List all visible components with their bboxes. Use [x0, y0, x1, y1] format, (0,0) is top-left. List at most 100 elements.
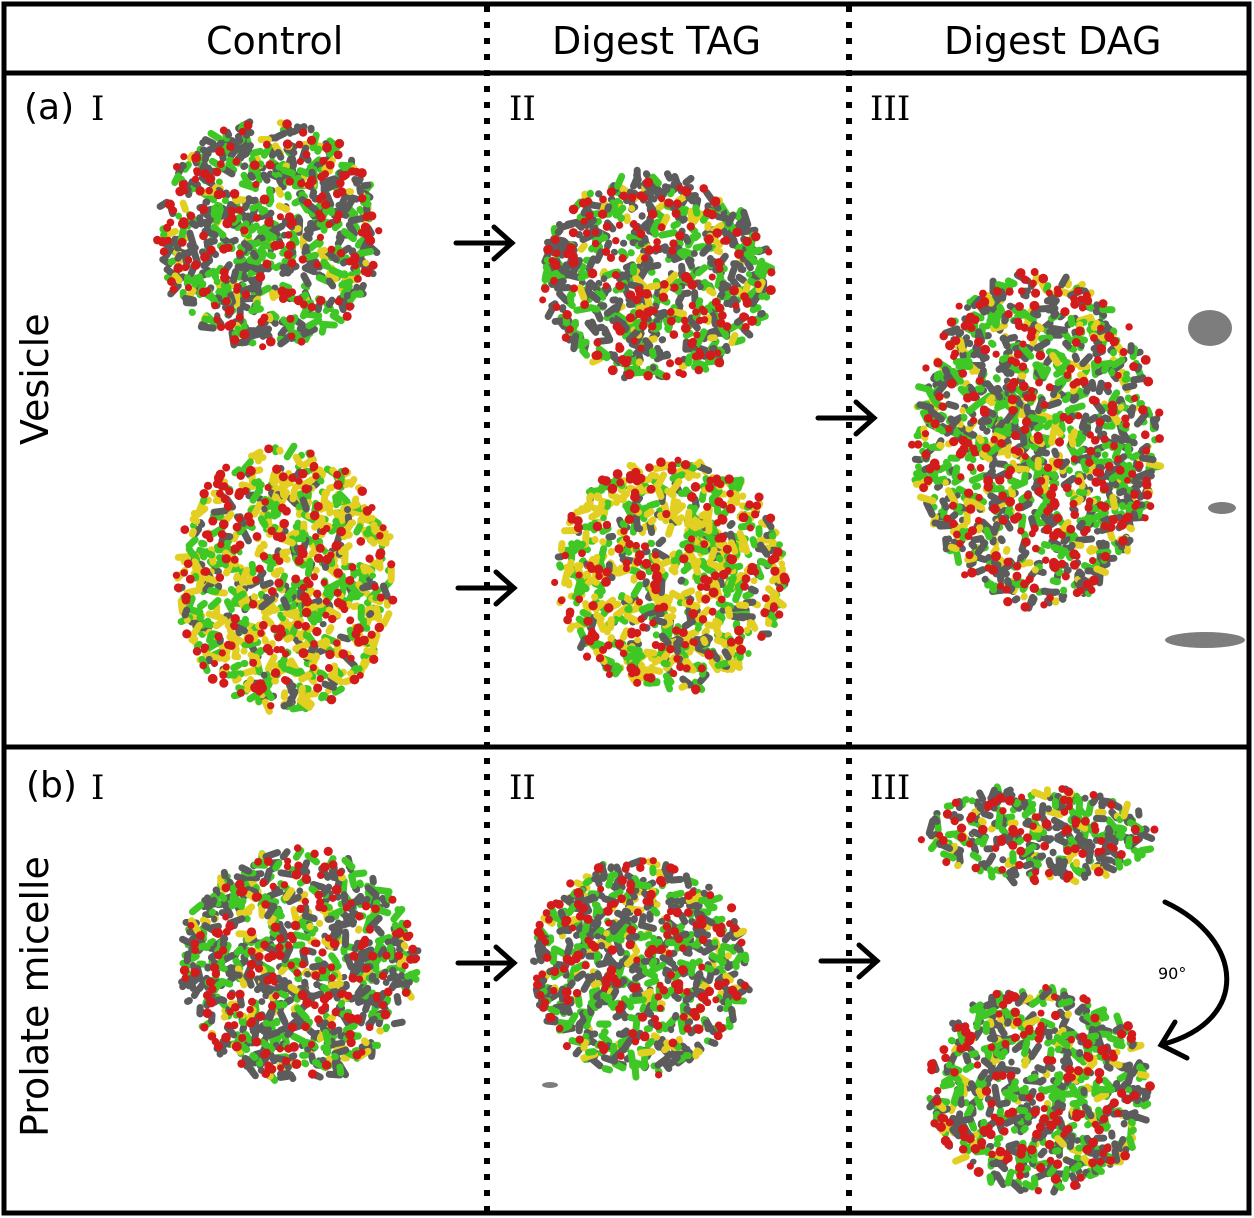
- headgroup-bead: [722, 544, 732, 554]
- lipid-bead: [325, 277, 337, 290]
- headgroup-bead: [637, 615, 646, 623]
- headgroup-bead: [708, 607, 717, 616]
- headgroup-bead: [172, 163, 181, 171]
- headgroup-bead: [724, 567, 732, 575]
- headgroup-bead: [623, 535, 631, 543]
- lipid-bead: [1020, 592, 1028, 601]
- headgroup-bead: [591, 351, 601, 360]
- lipid-bead: [251, 501, 263, 518]
- headgroup-bead: [167, 277, 176, 286]
- lipid-bead: [238, 146, 253, 158]
- headgroup-bead: [1131, 502, 1139, 511]
- lipid-bead: [356, 184, 364, 196]
- headgroup-bead: [1129, 362, 1139, 372]
- headgroup-bead: [628, 669, 636, 678]
- headgroup-bead: [224, 305, 235, 316]
- headgroup-bead: [739, 312, 749, 322]
- headgroup-bead: [265, 160, 275, 170]
- headgroup-bead: [633, 557, 643, 566]
- lipid-bead: [233, 572, 241, 582]
- headgroup-bead: [989, 503, 1000, 514]
- headgroup-bead: [646, 484, 656, 494]
- lipid-bead: [199, 146, 212, 158]
- headgroup-bead: [388, 595, 398, 605]
- lipid-bead: [299, 1051, 310, 1059]
- headgroup-bead: [649, 619, 657, 627]
- lipid-bead: [342, 195, 357, 213]
- headgroup-bead: [276, 213, 284, 221]
- headgroup-bead: [186, 211, 196, 221]
- lipid-bead: [234, 653, 242, 661]
- headgroup-bead: [712, 474, 722, 483]
- headgroup-bead: [310, 640, 318, 648]
- headgroup-bead: [264, 444, 274, 454]
- headgroup-bead: [278, 503, 287, 513]
- headgroup-bead: [602, 282, 610, 290]
- headgroup-bead: [305, 580, 314, 589]
- headgroup-bead: [295, 140, 304, 149]
- lipid-bead: [635, 358, 643, 367]
- lipid-bead: [992, 374, 1001, 383]
- lipid-bead: [324, 248, 340, 264]
- lipid-bead: [393, 993, 402, 1006]
- headgroup-bead: [321, 170, 330, 178]
- headgroup-bead: [1008, 406, 1018, 415]
- headgroup-bead: [669, 669, 678, 678]
- headgroup-bead: [328, 614, 337, 624]
- headgroup-bead: [262, 140, 271, 149]
- headgroup-bead: [662, 372, 671, 381]
- lipid-bead: [167, 257, 177, 266]
- headgroup-bead: [1010, 446, 1019, 454]
- headgroup-bead: [259, 552, 269, 561]
- headgroup-bead: [614, 544, 624, 554]
- headgroup-bead: [379, 524, 387, 532]
- headgroup-bead: [975, 376, 984, 385]
- headgroup-bead: [320, 578, 328, 587]
- headgroup-bead: [635, 473, 646, 484]
- headgroup-bead: [568, 251, 578, 262]
- lipid-bead: [327, 206, 336, 217]
- headgroup-bead: [729, 285, 739, 296]
- headgroup-bead: [1071, 338, 1081, 347]
- headgroup-bead: [297, 179, 306, 188]
- lipid-bead: [335, 201, 343, 209]
- lipid-bead: [300, 272, 312, 288]
- headgroup-bead: [285, 240, 296, 251]
- lipid-bead: [247, 452, 267, 461]
- lipid-bead: [317, 246, 329, 255]
- lipid-bead: [268, 222, 286, 236]
- lipid-bead: [340, 228, 357, 243]
- headgroup-bead: [184, 284, 193, 292]
- headgroup-bead: [1074, 326, 1085, 336]
- headgroup-bead: [1119, 347, 1128, 357]
- lipid-bead: [260, 171, 271, 184]
- headgroup-bead: [714, 497, 724, 507]
- headgroup-bead: [1091, 396, 1100, 406]
- headgroup-bead: [307, 302, 317, 312]
- lipid-bead: [277, 326, 289, 338]
- headgroup-bead: [324, 664, 333, 673]
- lipid-bead: [215, 288, 224, 297]
- headgroup-bead: [1100, 551, 1111, 562]
- headgroup-bead: [238, 127, 247, 136]
- lipid-bead: [248, 281, 261, 293]
- lipid-bead: [279, 263, 291, 271]
- headgroup-bead: [1029, 300, 1040, 311]
- headgroup-bead: [652, 551, 660, 559]
- headgroup-bead: [664, 198, 674, 208]
- headgroup-bead: [636, 229, 646, 239]
- lipid-bead: [262, 229, 278, 242]
- headgroup-bead: [1015, 268, 1026, 278]
- headgroup-bead: [587, 268, 598, 279]
- headgroup-bead: [322, 554, 332, 565]
- headgroup-bead: [287, 258, 297, 268]
- lipid-bead: [566, 291, 575, 305]
- headgroup-bead: [1128, 469, 1137, 479]
- headgroup-bead: [255, 272, 266, 282]
- headgroup-bead: [1104, 331, 1115, 342]
- headgroup-bead: [215, 469, 226, 480]
- headgroup-bead: [614, 639, 625, 649]
- headgroup-bead: [224, 243, 233, 252]
- headgroup-bead: [1130, 490, 1140, 499]
